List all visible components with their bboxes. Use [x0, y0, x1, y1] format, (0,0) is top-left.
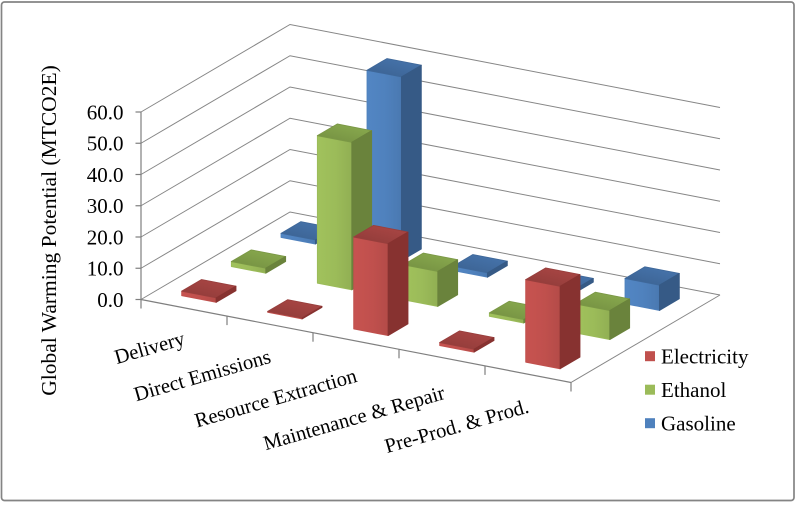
- svg-text:30.0: 30.0: [87, 194, 124, 218]
- svg-text:Global Warming Potential (MTCO: Global Warming Potential (MTCO2E): [37, 65, 61, 395]
- svg-text:Gasoline: Gasoline: [661, 412, 736, 436]
- svg-text:Electricity: Electricity: [661, 345, 749, 369]
- svg-text:0.0: 0.0: [97, 288, 123, 312]
- svg-text:60.0: 60.0: [87, 100, 124, 124]
- svg-text:40.0: 40.0: [87, 163, 124, 187]
- svg-text:50.0: 50.0: [87, 132, 124, 156]
- svg-text:20.0: 20.0: [87, 225, 124, 249]
- svg-text:Ethanol: Ethanol: [661, 378, 726, 402]
- svg-text:10.0: 10.0: [87, 257, 124, 281]
